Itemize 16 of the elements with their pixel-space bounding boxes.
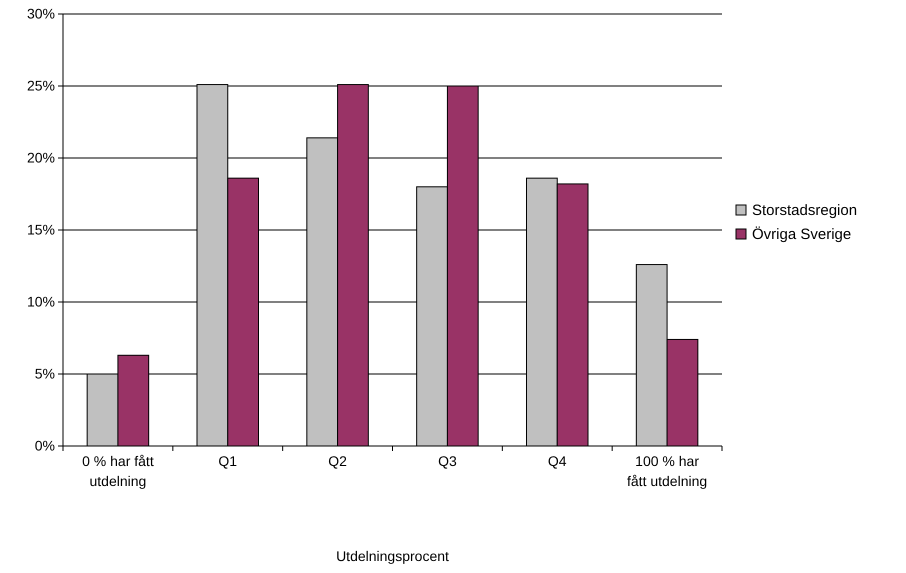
y-tick-label: 20% [26,149,55,166]
x-tick-label: 100 % har fått utdelning [626,452,708,490]
x-tick-label: Q1 [218,452,238,469]
y-tick-label: 10% [26,293,55,310]
x-tick-label: Q4 [548,452,567,469]
legend-label: Övriga Sverige [752,226,852,243]
x-tick-label: Q2 [328,452,348,469]
y-tick-label: 15% [26,221,55,238]
y-tick-label: 5% [34,365,55,382]
x-tick-label: Q3 [438,452,457,469]
y-tick-label: 0% [34,437,55,454]
legend-label: Storstadsregion [752,202,858,219]
y-tick-label: 25% [26,77,55,94]
x-axis-title: Utdelningsprocent [336,548,450,564]
y-tick-label: 30% [26,5,55,22]
x-tick-label: 0 % har fått utdelning [82,452,154,490]
